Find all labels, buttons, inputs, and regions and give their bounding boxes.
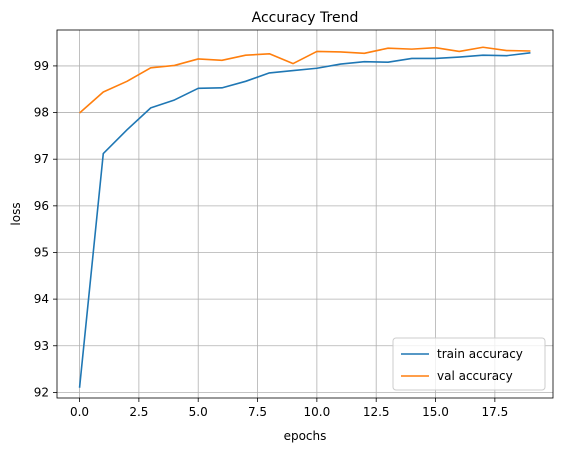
y-tick-label: 97 (34, 152, 49, 166)
x-tick-label: 15.0 (422, 405, 449, 419)
y-tick-label: 98 (34, 106, 49, 120)
x-tick-label: 7.5 (248, 405, 267, 419)
series-lines (78, 46, 531, 388)
x-tick-label: 10.0 (304, 405, 331, 419)
y-tick-label: 95 (34, 245, 49, 259)
y-tick-label: 96 (34, 199, 49, 213)
x-tick-label: 5.0 (189, 405, 208, 419)
legend-label: val accuracy (437, 369, 513, 383)
legend: train accuracy val accuracy (392, 337, 546, 391)
x-tick-label: 0.0 (70, 405, 89, 419)
plot-frame (56, 29, 554, 399)
y-axis-ticks: 92 93 94 95 96 97 98 99 (34, 59, 57, 399)
legend-label: train accuracy (437, 347, 523, 361)
x-tick-label: 12.5 (363, 405, 390, 419)
x-axis-label: epochs (284, 429, 327, 443)
x-tick-label: 2.5 (129, 405, 148, 419)
y-tick-label: 93 (34, 339, 49, 353)
y-tick-label: 94 (34, 292, 49, 306)
y-tick-label: 99 (34, 59, 49, 73)
series-line-train-accuracy (78, 52, 531, 388)
series-line-val-accuracy (79, 46, 531, 114)
x-tick-label: 17.5 (481, 405, 508, 419)
y-axis-label: loss (9, 202, 23, 225)
y-tick-label: 92 (34, 385, 49, 399)
chart-title: Accuracy Trend (252, 10, 359, 26)
x-axis-ticks: 0.0 2.5 5.0 7.5 10.0 12.5 15.0 17.5 (70, 398, 508, 419)
legend-box (392, 337, 546, 391)
